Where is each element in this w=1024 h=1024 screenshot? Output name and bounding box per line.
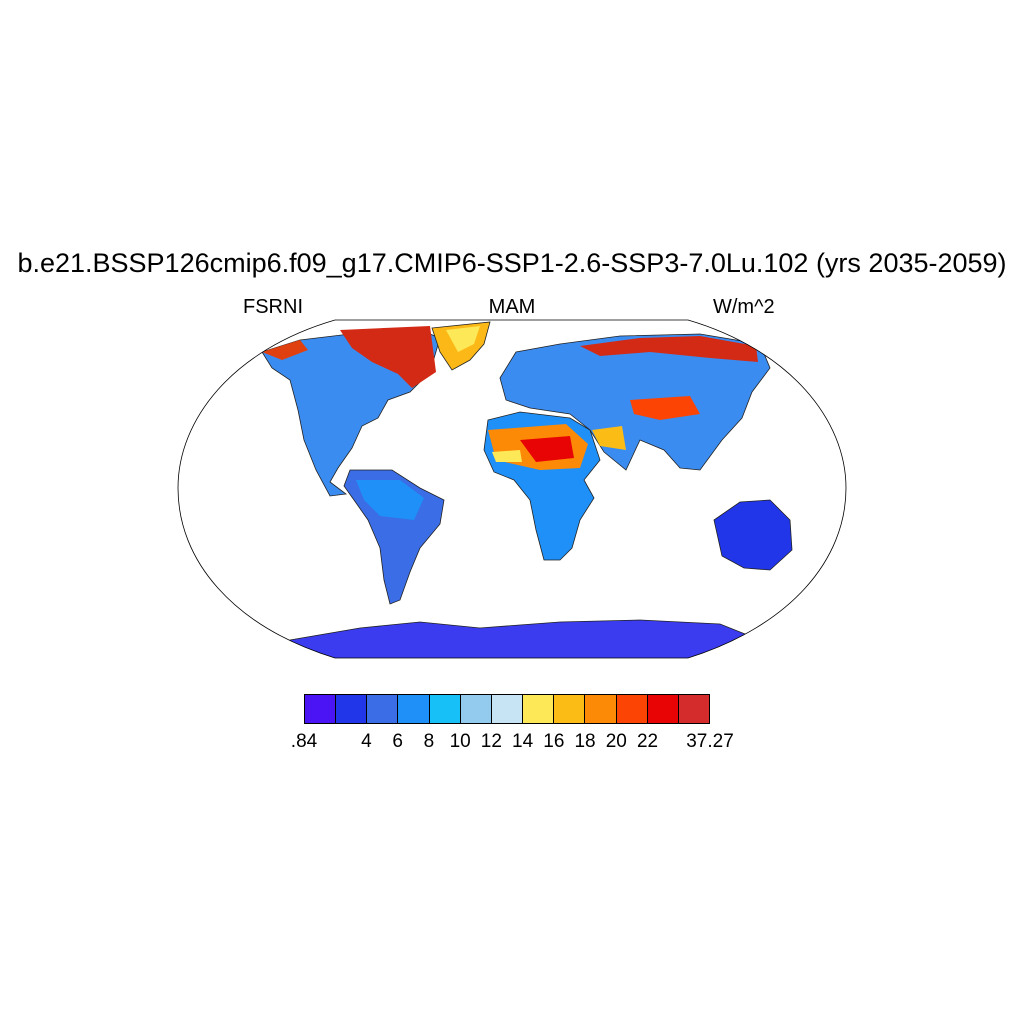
colorbar-swatch	[678, 695, 710, 723]
colorbar-swatch	[398, 695, 430, 723]
colorbar-tick-label: 22	[636, 731, 659, 752]
colorbar-tick-label: 10	[449, 731, 471, 752]
season-label: MAM	[488, 296, 536, 318]
plot-title: b.e21.BSSP126cmip6.f09_g17.CMIP6-SSP1-2.…	[17, 248, 1007, 278]
colorbar-swatch	[336, 695, 368, 723]
colorbar-tick-label: 12	[480, 731, 502, 752]
canada-arctic	[340, 326, 436, 388]
colorbar-tick-label: 14	[512, 731, 534, 752]
colorbar-tick-label: 4	[361, 731, 372, 752]
colorbar-swatch	[305, 695, 337, 723]
colorbar-tick-label: .84	[290, 731, 318, 752]
colorbar-swatch	[367, 695, 399, 723]
australia	[713, 499, 793, 571]
colorbar-swatch	[523, 695, 555, 723]
colorbar	[304, 694, 710, 724]
alaska-north	[262, 340, 308, 360]
colorbar-swatch	[491, 695, 524, 723]
colorbar-tick-label: 16	[543, 731, 565, 752]
colorbar-swatch	[554, 695, 586, 723]
colorbar-swatch	[585, 695, 617, 723]
units-label: W/m^2	[713, 296, 775, 318]
map-border	[177, 319, 847, 659]
colorbar-swatch	[429, 695, 461, 723]
variable-label: FSRNI	[243, 296, 303, 318]
colorbar-tick-label: 18	[574, 731, 596, 752]
antarctica	[269, 619, 761, 658]
colorbar-tick-label: 6	[392, 731, 403, 752]
siberia-north	[580, 336, 758, 362]
colorbar-swatch	[460, 695, 492, 723]
colorbar-tick-label: 8	[423, 731, 435, 752]
colorbar-swatch	[616, 695, 648, 723]
colorbar-swatch	[647, 695, 679, 723]
tibet	[630, 396, 700, 420]
colorbar-tick-label: 37.27	[686, 731, 734, 752]
colorbar-tick-label: 20	[605, 731, 627, 752]
